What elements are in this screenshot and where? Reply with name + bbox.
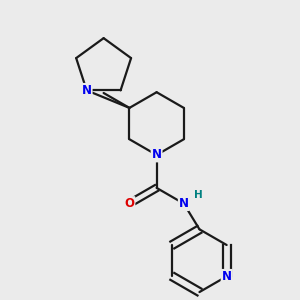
Text: N: N <box>179 197 189 210</box>
Text: N: N <box>222 270 232 283</box>
Text: H: H <box>194 190 203 200</box>
Text: N: N <box>152 148 162 161</box>
Text: N: N <box>82 84 92 97</box>
Text: O: O <box>124 197 134 210</box>
